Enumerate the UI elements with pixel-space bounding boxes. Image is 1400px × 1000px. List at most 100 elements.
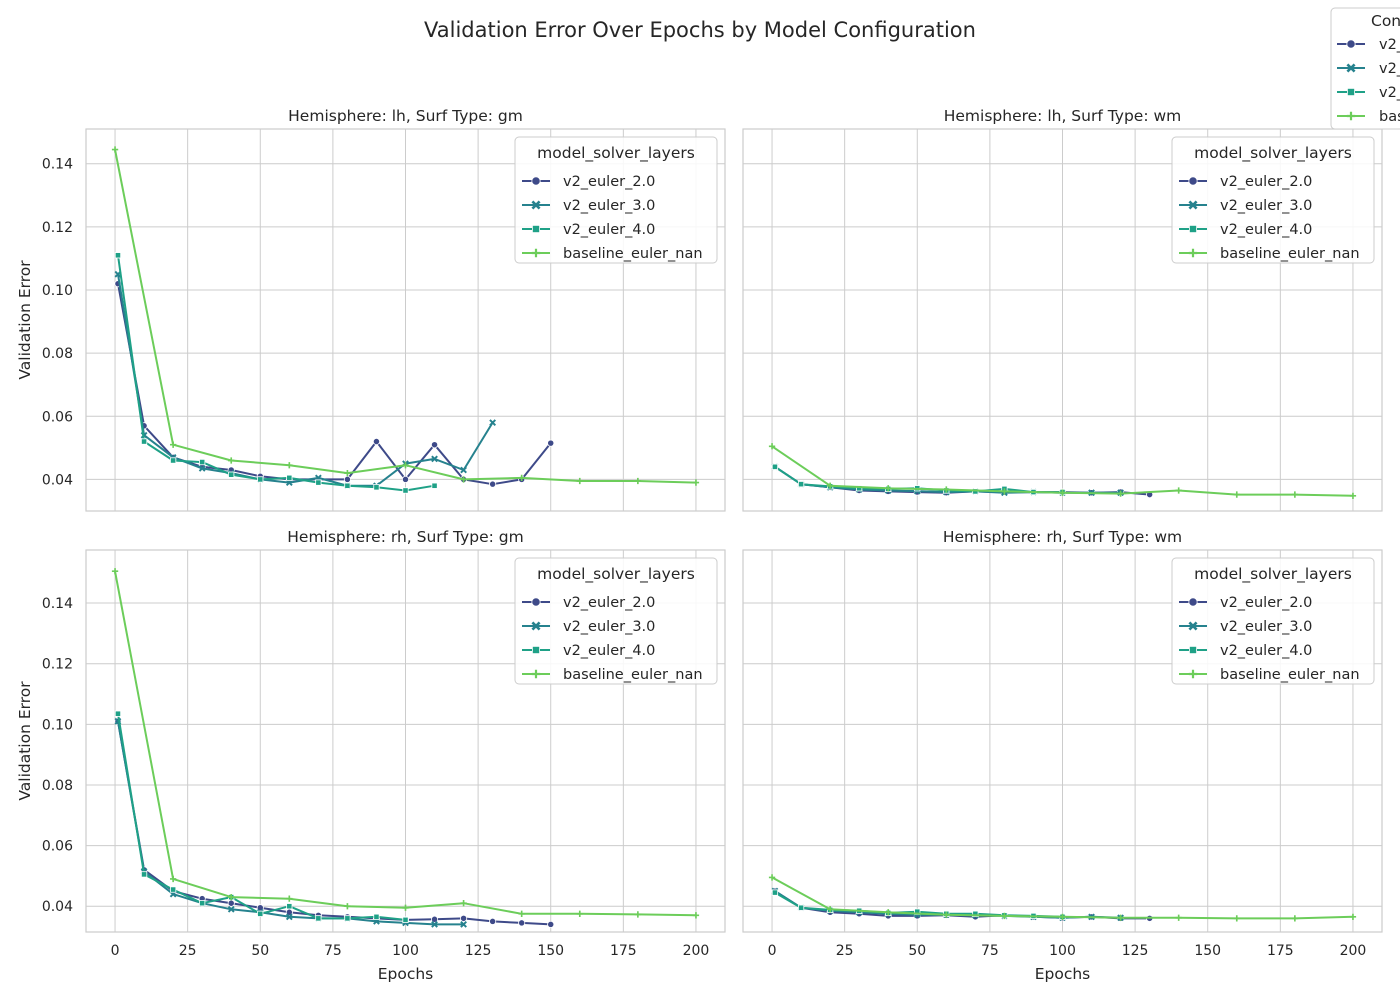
data-point [286,903,293,910]
data-point [431,921,438,928]
data-point [286,474,293,481]
data-point [692,479,700,486]
data-point [111,146,119,153]
legend-title: model_solver_layers [1194,565,1352,584]
data-point [943,911,950,918]
data-point [228,893,235,901]
data-point [169,875,177,883]
series-baseline_euler_nan [111,568,700,919]
y-tick-label: 0.12 [42,657,73,673]
x-tick-label: 175 [610,943,637,959]
panel-title: Hemisphere: rh, Surf Type: wm [943,528,1182,546]
outer-legend-marker [1347,88,1356,97]
series-line [117,255,435,492]
legend-title: model_solver_layers [537,565,695,584]
panel-1: Hemisphere: lh, Surf Type: gm 0.04 0.06 0.0… [16,107,726,512]
data-point [518,910,525,917]
series-v2_euler_2.0 [114,280,555,488]
legend-entry: v2_euler_4.0 [1220,643,1312,659]
data-point [460,900,467,907]
outer-legend-title: Con [1371,12,1400,30]
series-baseline_euler_nan [768,443,1357,499]
x-tick-label: 25 [179,943,197,959]
axes-frame [742,549,1383,933]
series-v2_euler_4.0 [114,710,409,923]
legend-marker [1189,646,1198,655]
data-point [170,457,177,464]
x-tick-label: 75 [324,943,342,959]
data-point [114,710,122,717]
data-point [797,904,805,911]
series-line [117,283,552,486]
data-point [1175,487,1182,494]
x-tick-label: 100 [1049,943,1076,959]
legend-box [1171,557,1375,685]
data-point [430,915,439,923]
legend-marker [531,200,541,210]
data-point [489,419,497,426]
data-point [692,912,700,919]
data-point [199,458,206,466]
x-tick-label: 100 [392,943,419,959]
data-point [1291,915,1299,922]
x-axis-label: Epochs [378,965,434,983]
data-point [634,477,642,485]
data-point [343,475,351,483]
data-point [315,479,322,486]
x-tick-label: 175 [1267,943,1294,959]
panels: Hemisphere: lh, Surf Type: gm 0.04 0.06 0.0… [16,107,1383,983]
data-point [1233,491,1240,498]
legend-marker [531,176,541,186]
data-point [315,915,322,922]
data-point [227,899,235,907]
x-tick-label: 200 [683,943,710,959]
x-tick-label: 75 [981,943,999,959]
panel-4: Hemisphere: rh, Surf Type: wm 0 25 50 75 100 1… [742,528,1383,983]
legend-entry: v2_euler_4.0 [563,222,655,238]
data-point [885,485,892,492]
data-point [286,462,293,469]
legend-marker [531,597,541,607]
outer-legend-marker [1346,39,1356,49]
data-point [140,438,148,445]
legend-box [1171,136,1375,264]
data-point [826,482,834,489]
data-point [198,464,206,472]
series-baseline_euler_nan [768,874,1357,922]
axes-frame [742,128,1383,512]
data-point [170,886,177,893]
data-point [111,568,119,575]
axes-frame [85,128,726,512]
x-tick-label: 0 [111,943,120,959]
y-tick-label: 0.06 [42,409,73,425]
legend-title: model_solver_layers [537,144,695,163]
x-tick-label: 150 [1194,943,1221,959]
data-point [402,462,409,469]
legend-box [514,557,718,685]
y-tick-label: 0.10 [42,283,73,299]
data-point [227,905,235,913]
y-tick-label: 0.14 [42,157,73,173]
figure-title: Validation Error Over Epochs by Model Co… [424,18,976,42]
data-point [401,475,410,483]
legend-marker [532,646,541,655]
legend: model_solver_layers v2_euler_2.0 v2_euler_… [1171,557,1375,685]
data-point [344,903,351,910]
data-point [1291,491,1299,498]
legend-entry: v2_euler_2.0 [1220,595,1312,611]
data-point [1001,488,1008,495]
data-point [972,910,979,917]
data-point [1001,912,1008,920]
data-point [768,874,776,881]
data-point [373,484,380,491]
y-tick-label: 0.04 [42,899,73,915]
data-point [943,486,950,493]
legend-marker [531,248,541,258]
data-point [344,469,351,477]
legend-marker [1188,200,1198,210]
x-tick-label: 0 [768,943,777,959]
panel-title: Hemisphere: rh, Surf Type: gm [287,528,523,546]
x-tick-label: 125 [1122,943,1149,959]
legend-marker [1188,669,1198,679]
